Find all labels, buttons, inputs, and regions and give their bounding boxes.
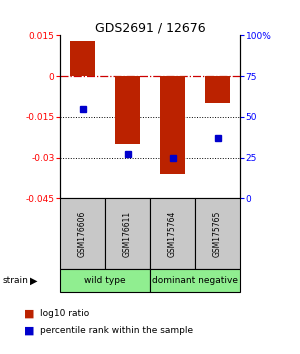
Text: strain: strain [3,276,29,285]
Text: percentile rank within the sample: percentile rank within the sample [40,326,194,336]
Bar [60,198,105,269]
Text: wild type: wild type [84,276,126,285]
Bar [70,41,95,76]
Bar [150,269,240,292]
Bar [105,198,150,269]
Text: ■: ■ [24,326,34,336]
Bar [160,76,185,174]
Title: GDS2691 / 12676: GDS2691 / 12676 [95,21,205,34]
Bar [115,76,140,144]
Bar [60,269,150,292]
Text: GSM176611: GSM176611 [123,211,132,257]
Text: GSM175765: GSM175765 [213,210,222,257]
Text: ▶: ▶ [30,275,38,286]
Bar [150,198,195,269]
Text: log10 ratio: log10 ratio [40,309,90,318]
Text: ■: ■ [24,308,34,318]
Text: GSM175764: GSM175764 [168,210,177,257]
Bar [195,198,240,269]
Text: dominant negative: dominant negative [152,276,238,285]
Text: GSM176606: GSM176606 [78,210,87,257]
Bar [205,76,230,103]
